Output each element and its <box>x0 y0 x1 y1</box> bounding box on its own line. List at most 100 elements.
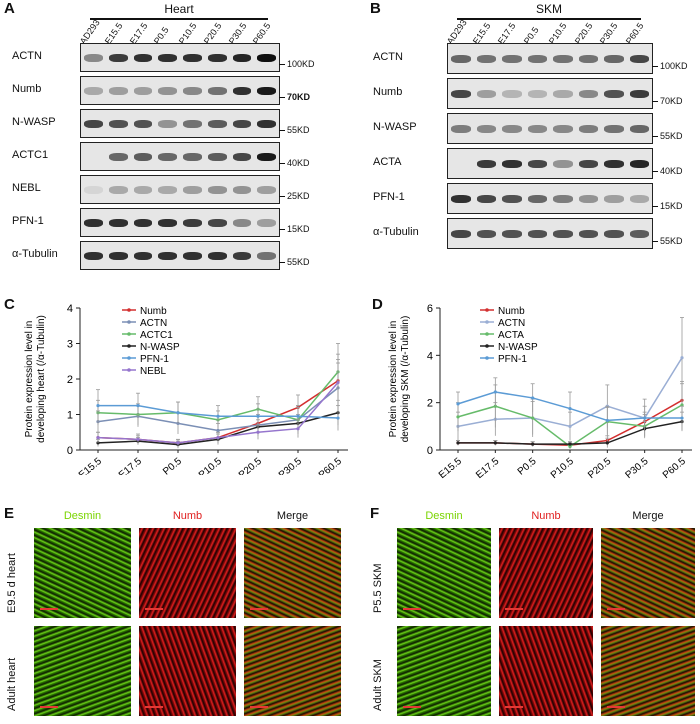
blot-band <box>578 89 598 98</box>
blot-title: SKM <box>535 2 562 16</box>
blot-band <box>232 251 252 260</box>
blot-band <box>527 159 547 168</box>
blot-row-label: ACTN <box>12 49 42 62</box>
blot-band <box>553 194 573 203</box>
blot-band <box>158 86 177 95</box>
micrograph-image <box>34 528 131 618</box>
blot-band <box>84 185 103 194</box>
legend-marker <box>485 308 489 312</box>
data-point <box>456 415 460 419</box>
lane-label: AD293 <box>445 17 470 46</box>
channel-header: Merge <box>276 510 309 522</box>
legend-label: Numb <box>498 306 525 317</box>
blot-band <box>451 124 471 133</box>
data-point <box>336 380 340 385</box>
blot-band <box>183 185 202 194</box>
data-point <box>216 435 220 440</box>
legend-label: ACTN <box>140 318 167 329</box>
blot-title-underline <box>457 18 641 20</box>
blot-band <box>257 152 276 161</box>
blot-band <box>158 251 177 260</box>
y-tick-label: 4 <box>427 350 433 362</box>
blot-band <box>133 86 153 95</box>
blot-band <box>207 251 227 260</box>
legend-marker <box>127 368 131 372</box>
blot-band <box>183 86 202 95</box>
blot-row-label: Numb <box>12 82 42 95</box>
x-tick-label: P10.5 <box>197 456 224 475</box>
channel-header: Merge <box>632 510 664 522</box>
blot-band <box>527 229 547 238</box>
legend-label: ACTC1 <box>140 330 173 341</box>
data-point <box>176 441 180 445</box>
blot-band <box>257 86 276 95</box>
blot-band <box>133 53 153 62</box>
channel-header: Numb <box>531 510 561 522</box>
legend-marker <box>127 356 131 360</box>
blot-band <box>183 53 202 62</box>
x-tick-label: P10.5 <box>549 456 576 482</box>
blot-band <box>158 218 177 227</box>
blot-band <box>578 229 598 238</box>
legend-marker <box>485 332 489 336</box>
y-axis-label: Protein expression level in <box>388 321 399 438</box>
blot-band <box>604 159 624 168</box>
blot-band <box>158 119 177 128</box>
blot-band <box>108 53 128 62</box>
blot-band <box>257 185 276 194</box>
channel-header: Desmin <box>63 510 102 522</box>
micrograph-image <box>139 528 236 618</box>
blot-row-label: α-Tubulin <box>12 247 58 260</box>
x-tick-label: E15.5 <box>77 456 104 475</box>
chart-d-svg: 0 2 4 6 E15.5 E17.5 P0.5 P10.5 P20.5 P30.5 P60.5 Pr… <box>388 303 692 482</box>
legend-marker <box>485 344 489 348</box>
blot-row-label: NEBL <box>12 181 41 194</box>
blot-title-underline <box>90 18 268 20</box>
blot-band <box>629 229 649 238</box>
blot-band <box>183 218 202 227</box>
panel-letter-d: D <box>372 296 383 313</box>
legend-label: N-WASP <box>498 342 538 353</box>
blot-band <box>451 54 471 63</box>
blot-band <box>502 89 522 98</box>
legend-marker <box>127 308 131 312</box>
y-tick-label: 4 <box>67 303 73 315</box>
mw-tick <box>279 97 285 98</box>
mw-tick <box>279 229 285 230</box>
mw-tick <box>279 64 285 65</box>
data-point <box>336 416 340 420</box>
legend-marker <box>485 356 489 360</box>
blot-band <box>527 194 547 203</box>
scale-bar <box>40 706 58 708</box>
blot-band <box>502 159 522 168</box>
y-tick-label: 6 <box>427 303 433 315</box>
blot-band <box>133 251 153 260</box>
blot-strip <box>447 113 653 144</box>
y-tick-label: 2 <box>427 398 433 410</box>
data-point <box>605 441 609 445</box>
legend-marker <box>485 320 489 324</box>
lane-label: AD293 <box>77 17 102 46</box>
line-chart-heart: 0 1 2 3 4 E15.5 E17.5 P0.5 P10.5 P20.5 P30.5 P60.5 P… <box>10 300 355 481</box>
blot-band <box>84 86 103 95</box>
y-tick-label: 0 <box>67 445 73 457</box>
blot-band <box>108 251 128 260</box>
blot-band <box>629 159 649 168</box>
data-point <box>256 430 260 434</box>
blot-band <box>207 119 227 128</box>
chart-c-svg: 0 1 2 3 4 E15.5 E17.5 P0.5 P10.5 P20.5 P30.5 P60.5 P… <box>24 303 348 481</box>
legend-marker <box>127 332 131 336</box>
data-point <box>296 414 300 418</box>
blot-band <box>133 152 153 161</box>
data-point <box>643 416 647 420</box>
blot-band <box>604 229 624 238</box>
sample-label: E9.5 d heart <box>6 553 18 613</box>
blot-row-label: PFN-1 <box>373 190 405 203</box>
molecular-weight-label: 15KD <box>660 201 683 211</box>
blot-band <box>108 152 128 161</box>
data-point <box>531 442 535 446</box>
legend-label: N-WASP <box>140 342 180 353</box>
blot-band <box>232 185 252 194</box>
legend-marker <box>127 320 131 324</box>
scale-bar <box>403 706 421 708</box>
